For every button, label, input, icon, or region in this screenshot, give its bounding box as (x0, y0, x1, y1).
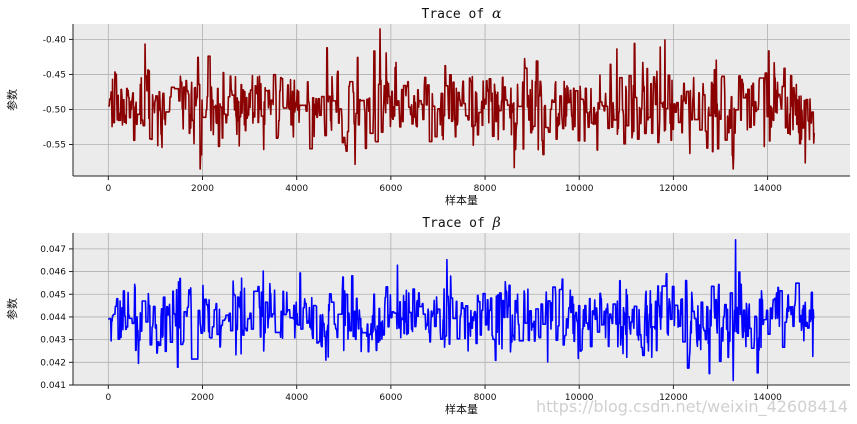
x-tick-label: 10000 (565, 184, 594, 194)
y-tick-label: -0.40 (43, 35, 67, 45)
y-tick-label: -0.50 (43, 105, 67, 115)
y-tick-label: -0.45 (43, 70, 66, 80)
chart-title-symbol: α (492, 6, 502, 22)
chart-title-prefix: Trace of (422, 216, 492, 231)
y-tick-label: 0.046 (40, 268, 66, 278)
x-tick-label: 4000 (285, 393, 308, 403)
x-tick-label: 0 (105, 184, 111, 194)
y-tick-label: 0.042 (40, 358, 66, 368)
x-axis-label: 样本量 (445, 193, 478, 207)
alpha-trace-plot: 0 2000 4000 6000 8000 10000 12000 14000 -0.40 -0.… (5, 6, 850, 207)
x-tick-label: 6000 (379, 393, 402, 403)
x-axis-label: 样本量 (445, 402, 478, 416)
x-tick-label: 6000 (379, 184, 402, 194)
beta-trace-plot: 0 2000 4000 6000 8000 10000 12000 14000 0.041 0.0… (5, 215, 850, 416)
y-axis-label: 参数 (5, 89, 19, 111)
x-tick-label: 10000 (565, 393, 594, 403)
x-tick-label: 14000 (753, 393, 782, 403)
y-tick-label: -0.55 (43, 140, 66, 150)
trace-line (107, 239, 815, 382)
x-tick-label: 8000 (474, 184, 497, 194)
y-tick-label: 0.043 (40, 336, 66, 346)
y-tick-label: 0.041 (40, 381, 66, 391)
x-tick-label: 4000 (285, 184, 308, 194)
y-tick-label: 0.047 (40, 245, 66, 255)
x-tick-label: 14000 (753, 184, 782, 194)
chart-title: Trace of α (422, 6, 502, 22)
x-tick-label: 8000 (474, 393, 497, 403)
x-tick-label: 12000 (659, 184, 688, 194)
trace-line (107, 28, 816, 170)
chart-title: Trace of β (422, 215, 501, 231)
y-tick-label: 0.045 (40, 290, 66, 300)
x-tick-label: 2000 (191, 184, 214, 194)
x-tick-label: 0 (105, 393, 111, 403)
chart-title-prefix: Trace of (422, 7, 492, 22)
chart-title-symbol: β (492, 215, 501, 231)
watermark-text: https://blog.csdn.net/weixin_42608414 (536, 397, 848, 417)
y-axis-label: 参数 (5, 298, 19, 320)
x-tick-label: 2000 (191, 393, 214, 403)
y-tick-label: 0.044 (40, 313, 66, 323)
x-tick-label: 12000 (659, 393, 688, 403)
